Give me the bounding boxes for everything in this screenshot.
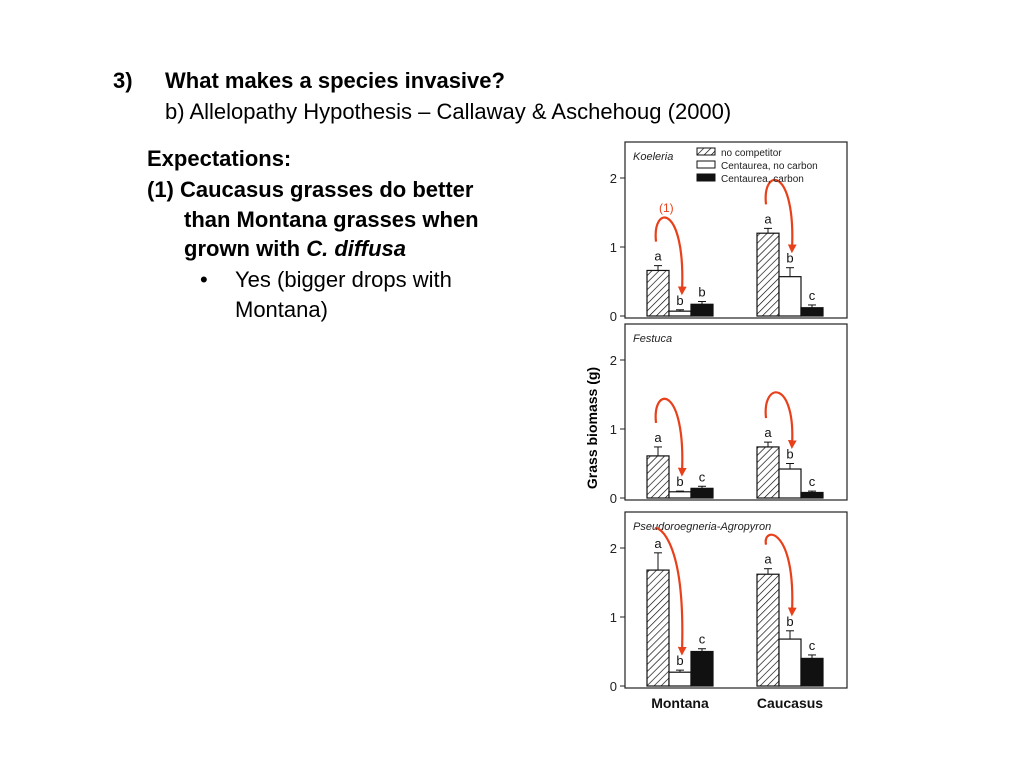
reduction-arrow [654, 216, 687, 296]
bar-montana-2 [690, 303, 714, 317]
expectation-1-line-3-text: grown with [184, 236, 307, 261]
expectation-1-line-1: (1) Caucasus grasses do better [147, 177, 474, 202]
bar-montana-1 [668, 671, 692, 687]
bar-caucasus-2 [800, 307, 824, 317]
bar-montana-2 [690, 487, 714, 499]
panel-frame-2 [624, 511, 848, 689]
y-tick-label: 0 [610, 309, 617, 324]
reduction-arrow [654, 397, 687, 477]
legend-label-2: Centaurea, carbon [721, 174, 804, 185]
significance-letter: c [809, 474, 816, 489]
reduction-arrow [654, 527, 687, 656]
significance-letter: b [676, 474, 683, 489]
panel-title: Koeleria [633, 151, 673, 163]
significance-letter: c [809, 288, 816, 303]
bullet-line-2: Montana) [235, 297, 328, 322]
y-tick-label: 1 [610, 610, 617, 625]
bar-montana-2 [690, 650, 714, 687]
x-category-label: Caucasus [757, 695, 823, 711]
reduction-arrow [764, 533, 797, 617]
y-tick-label: 1 [610, 422, 617, 437]
significance-letter: b [676, 653, 683, 668]
y-axis-label: Grass biomass (g) [584, 367, 600, 489]
significance-letter: b [786, 614, 793, 629]
biomass-chart-figure: Grass biomass (g) 0 1 2 Koeleria a b b a b c (1) no … [575, 128, 855, 733]
legend-label-1: Centaurea, no carbon [721, 161, 818, 172]
arrow-annotation: (1) [659, 201, 674, 215]
significance-letter: c [809, 638, 816, 653]
significance-letter: b [786, 447, 793, 462]
legend-label-0: no competitor [721, 148, 782, 159]
legend-swatch-1 [696, 160, 716, 169]
significance-letter: a [654, 249, 662, 264]
bar-montana-0 [646, 269, 670, 317]
expectation-1-species: C. diffusa [306, 236, 407, 261]
significance-letter: a [764, 552, 772, 567]
bar-montana-1 [668, 310, 692, 317]
bar-caucasus-1 [778, 468, 802, 499]
hypothesis-subheading: b) Allelopathy Hypothesis – Callaway & A… [165, 99, 732, 124]
legend-swatch-2 [696, 173, 716, 182]
significance-letter: b [676, 293, 683, 308]
y-tick-label: 1 [610, 240, 617, 255]
y-tick-label: 0 [610, 679, 617, 694]
significance-letter: a [654, 536, 662, 551]
biomass-chart: Grass biomass (g)012Koeleriaabbabc(1)no … [584, 141, 848, 711]
legend-swatch-0 [696, 147, 716, 156]
panel-frame-1 [624, 323, 848, 501]
significance-letter: c [699, 469, 706, 484]
bar-caucasus-2 [800, 657, 824, 687]
question-number: 3) [113, 68, 133, 93]
bar-montana-0 [646, 455, 670, 499]
question-heading: What makes a species invasive? [165, 68, 505, 93]
significance-letter: a [654, 430, 662, 445]
bullet-line-1: Yes (bigger drops with [235, 267, 452, 292]
reduction-arrow [764, 391, 797, 450]
panel-title: Festuca [633, 333, 672, 345]
bar-caucasus-1 [778, 276, 802, 317]
x-category-label: Montana [651, 695, 709, 711]
bar-caucasus-2 [800, 491, 824, 499]
significance-letter: b [786, 251, 793, 266]
y-tick-label: 0 [610, 491, 617, 506]
bar-caucasus-0 [756, 446, 780, 499]
panel-frame-0 [624, 141, 848, 319]
bar-caucasus-0 [756, 232, 780, 317]
reduction-arrow [764, 178, 797, 254]
panel-title: Pseudoroegneria-Agropyron [633, 521, 771, 533]
y-tick-label: 2 [610, 353, 617, 368]
significance-letter: a [764, 425, 772, 440]
significance-letter: c [699, 632, 706, 647]
expectation-1-line-3: grown with C. diffusa [184, 236, 406, 262]
y-tick-label: 2 [610, 541, 617, 556]
expectation-1-line-2: than Montana grasses when [184, 207, 479, 232]
bar-montana-0 [646, 569, 670, 687]
significance-letter: b [698, 285, 705, 300]
bar-montana-1 [668, 491, 692, 499]
significance-letter: a [764, 211, 772, 226]
expectations-title: Expectations: [147, 146, 292, 171]
bullet-marker: • [200, 267, 208, 292]
bar-caucasus-0 [756, 573, 780, 687]
bar-caucasus-1 [778, 638, 802, 687]
y-tick-label: 2 [610, 171, 617, 186]
